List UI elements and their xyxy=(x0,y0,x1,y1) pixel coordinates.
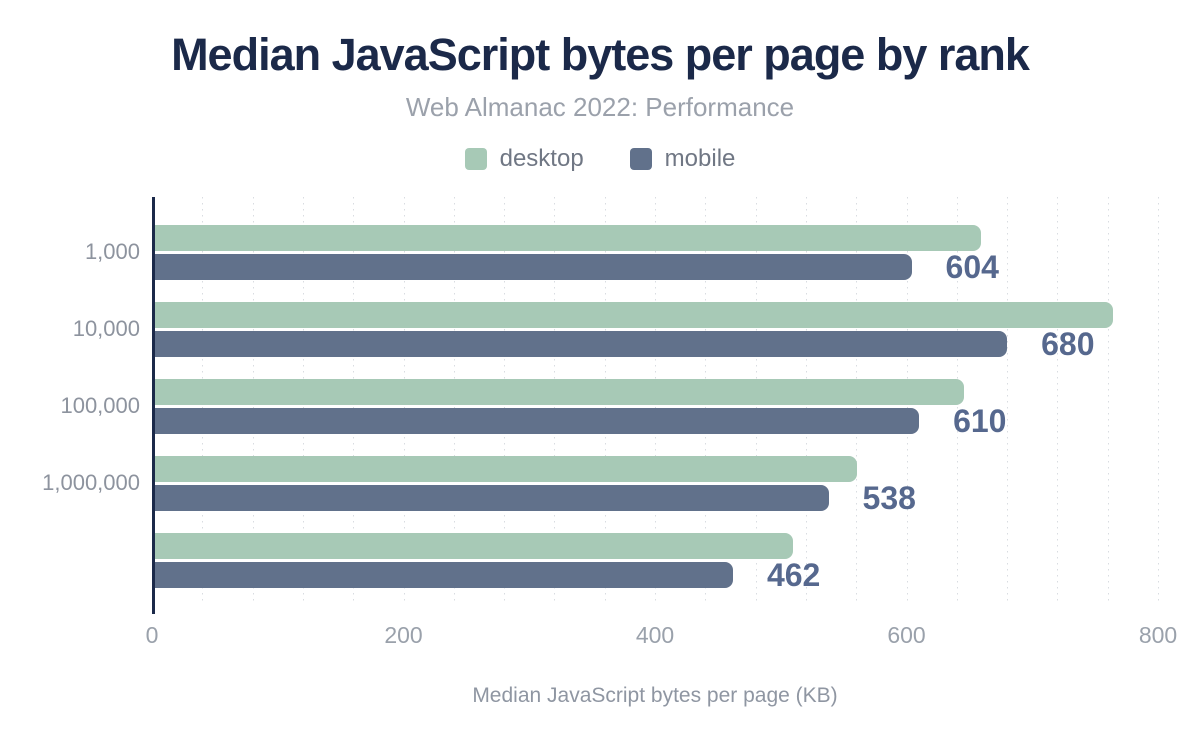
category-label: 10,000 xyxy=(72,316,140,341)
mobile-bar-row: 538 xyxy=(152,479,1158,516)
value-label: 604 xyxy=(945,248,999,285)
y-axis-line xyxy=(152,196,155,614)
desktop-bar xyxy=(152,301,1113,328)
mobile-bar-row: 604 xyxy=(152,248,1158,285)
legend: desktop mobile xyxy=(0,145,1200,173)
mobile-bar xyxy=(152,484,829,511)
gridline xyxy=(1158,196,1159,604)
legend-item-mobile: mobile xyxy=(629,144,736,173)
x-axis-title: Median JavaScript bytes per page (KB) xyxy=(472,683,838,707)
bar-group: 610 xyxy=(152,378,1158,439)
desktop-bar xyxy=(152,224,981,251)
x-tick-label: 400 xyxy=(635,621,675,648)
plot-area: 604 680 610 538 462 xyxy=(152,196,1159,614)
value-label: 538 xyxy=(862,479,916,516)
mobile-bar xyxy=(152,330,1008,357)
gridline xyxy=(1057,196,1059,604)
mobile-bar xyxy=(152,253,912,280)
mobile-bar xyxy=(152,561,733,588)
bar-group: 538 xyxy=(152,455,1158,516)
mobile-bar xyxy=(152,407,920,434)
desktop-bar xyxy=(152,378,965,405)
desktop-bar xyxy=(152,532,794,559)
x-tick-label: 600 xyxy=(887,621,926,648)
bar-group: 462 xyxy=(152,532,1158,593)
x-tick-label: 800 xyxy=(1138,621,1178,648)
x-tick-label: 200 xyxy=(384,621,423,648)
mobile-bar-row: 680 xyxy=(152,325,1158,362)
gridline xyxy=(1007,196,1009,604)
value-label: 680 xyxy=(1041,325,1095,362)
gridline xyxy=(1107,196,1109,604)
value-label: 462 xyxy=(766,556,821,593)
category-label xyxy=(0,533,140,588)
mobile-swatch-icon xyxy=(629,147,652,170)
desktop-bar xyxy=(152,455,858,482)
legend-label-mobile: mobile xyxy=(664,144,736,172)
desktop-swatch-icon xyxy=(464,147,487,170)
chart-subtitle: Web Almanac 2022: Performance xyxy=(405,91,795,122)
legend-label-desktop: desktop xyxy=(499,144,584,172)
mobile-bar-row: 462 xyxy=(152,556,1158,593)
chart-title: Median JavaScript bytes per page by rank xyxy=(171,29,1030,80)
category-label: 1,000,000 xyxy=(42,470,140,495)
y-axis-labels: 1,000 10,000 100,000 1,000,000 xyxy=(0,197,152,610)
x-tick-label: 0 xyxy=(145,621,159,648)
bar-group: 604 xyxy=(152,224,1158,285)
category-label: 100,000 xyxy=(60,393,140,418)
mobile-bar-row: 610 xyxy=(152,402,1158,439)
bar-chart: 1,000 10,000 100,000 1,000,000 604 680 610 538… xyxy=(0,196,1200,614)
bar-group: 680 xyxy=(152,301,1158,362)
x-axis-ticks: 0 200 400 600 800 xyxy=(146,621,1178,648)
legend-item-desktop: desktop xyxy=(464,144,584,173)
bar-groups: 604 680 610 538 462 xyxy=(152,197,1158,593)
category-label: 1,000 xyxy=(84,239,140,264)
value-label: 610 xyxy=(953,402,1007,439)
